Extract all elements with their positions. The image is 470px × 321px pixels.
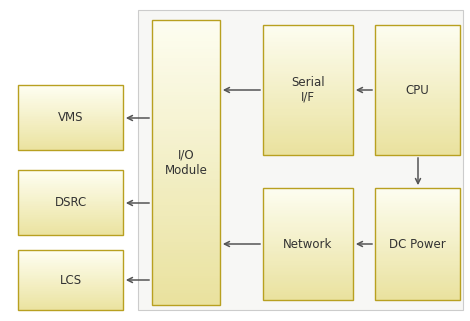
- Text: LCS: LCS: [59, 273, 82, 287]
- Text: CPU: CPU: [406, 83, 430, 97]
- Bar: [263, 25, 353, 155]
- Text: VMS: VMS: [58, 111, 83, 124]
- Bar: [375, 188, 460, 300]
- Bar: [18, 250, 123, 310]
- Bar: [152, 20, 220, 305]
- Bar: [375, 25, 460, 155]
- Text: DSRC: DSRC: [55, 196, 86, 209]
- Text: Network: Network: [283, 238, 333, 250]
- Bar: [18, 170, 123, 235]
- Bar: [138, 10, 463, 310]
- Text: Serial
I/F: Serial I/F: [291, 76, 325, 104]
- Bar: [18, 85, 123, 150]
- Text: DC Power: DC Power: [389, 238, 446, 250]
- Text: I/O
Module: I/O Module: [164, 149, 207, 177]
- Bar: [263, 188, 353, 300]
